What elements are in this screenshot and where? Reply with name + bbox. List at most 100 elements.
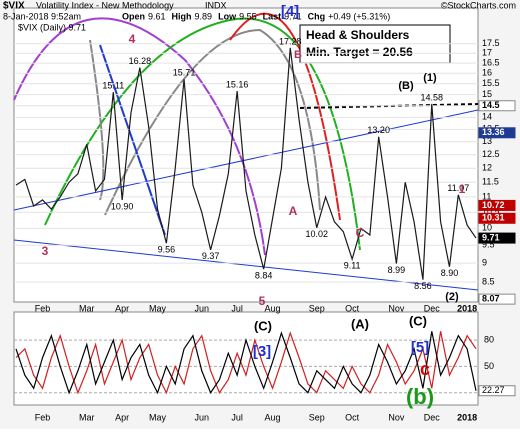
x-tick-label: Dec <box>424 412 441 422</box>
quote-label: Open <box>122 11 145 21</box>
wave-label: A <box>289 204 298 218</box>
y-tick-label: 10 <box>482 223 492 233</box>
y-tick-label: 80 <box>484 334 494 344</box>
quote-label: Chg <box>308 11 326 21</box>
quote-label: Last <box>263 11 282 21</box>
price-line <box>15 47 477 280</box>
wave-label: C <box>356 226 365 240</box>
level-badge <box>478 232 516 244</box>
level-badge <box>478 212 516 224</box>
wave-label: c <box>420 359 430 379</box>
level-label: 10.72 <box>482 200 505 210</box>
value-label: 14.58 <box>421 92 444 102</box>
x-tick-label: May <box>149 303 167 313</box>
x-tick-label: Apr <box>115 412 129 422</box>
wave-label: (C) <box>409 313 427 328</box>
wave-label: 1 <box>459 182 466 196</box>
value-label: 15.16 <box>226 79 249 89</box>
value-label: 8.99 <box>388 265 406 275</box>
value-label: 15.71 <box>173 68 196 78</box>
level-label: 8.07 <box>482 294 500 304</box>
x-tick-label: May <box>149 412 167 422</box>
level-label: 10.31 <box>482 213 505 223</box>
x-tick-label: Nov <box>388 303 405 313</box>
value-label: 10.02 <box>306 229 329 239</box>
quote-value: +0.49 (+5.31%) <box>328 11 390 21</box>
y-tick-label: 13 <box>482 136 492 146</box>
level-badge <box>478 199 516 211</box>
value-label: 13.20 <box>367 125 390 135</box>
y-tick-label: 14 <box>482 112 492 122</box>
value-label: 8.84 <box>255 270 273 280</box>
x-tick-label: 2018 <box>457 303 477 313</box>
quote-value: 9.71 <box>284 11 302 21</box>
value-label: 17.28 <box>279 36 302 46</box>
x-tick-label: Sep <box>309 303 325 313</box>
symbol: $VIX <box>3 1 25 12</box>
x-tick-label: Jun <box>195 303 210 313</box>
wave-label: 3 <box>42 244 49 258</box>
name: Volatility Index - New Methodology <box>36 0 174 10</box>
quote-label: Low <box>218 11 237 21</box>
y-tick-label: 10.5 <box>482 207 500 217</box>
y-tick-label: 9 <box>482 258 487 268</box>
x-tick-label: Feb <box>35 303 51 313</box>
y-tick-label: 15 <box>482 89 492 99</box>
date: 8-Jan-2018 9:52am <box>3 11 81 21</box>
y-tick-label: 8.5 <box>482 276 495 286</box>
x-tick-label: Oct <box>345 412 360 422</box>
value-label: 8.90 <box>441 268 459 278</box>
quote-label: High <box>172 11 192 21</box>
y-tick-label: 15.5 <box>482 78 500 88</box>
level-badge <box>478 293 516 305</box>
exchange: INDX <box>205 0 227 10</box>
last-label: 22.27 <box>482 385 505 395</box>
level-label: 9.71 <box>482 232 500 242</box>
wave-label: [4] <box>281 3 299 20</box>
y-tick-label: 17.5 <box>482 38 500 48</box>
y-tick-label: 50 <box>484 361 494 371</box>
x-tick-label: Mar <box>79 412 95 422</box>
x-tick-label: Aug <box>265 303 281 313</box>
value-label: 9.56 <box>158 245 176 255</box>
level-badge <box>478 127 516 139</box>
x-tick-label: Aug <box>265 412 281 422</box>
value-label: 11.07 <box>447 183 469 193</box>
value-label: 15.11 <box>102 81 124 91</box>
quote-value: 9.61 <box>148 11 166 21</box>
level-badge <box>478 100 516 112</box>
y-tick-label: 11 <box>482 191 491 201</box>
y-tick-label: 12 <box>482 163 492 173</box>
x-tick-label: Mar <box>79 303 95 313</box>
wave-label: [3] <box>253 343 271 360</box>
value-label: 9.11 <box>344 261 361 271</box>
quote-value: 9.55 <box>239 11 257 21</box>
wave-label: (1) <box>423 72 437 84</box>
value-label: 16.28 <box>129 56 152 66</box>
x-tick-label: Sep <box>309 412 325 422</box>
price-line <box>15 331 477 395</box>
value-label: 9.37 <box>202 251 220 261</box>
x-tick-label: Jun <box>195 412 210 422</box>
value-label: 8.56 <box>414 281 432 291</box>
price-line <box>15 331 477 395</box>
last-badge <box>478 385 516 397</box>
note-text: Head & Shoulders <box>306 28 410 42</box>
wave-label: (2) <box>445 291 459 303</box>
y-tick-label: 17 <box>482 48 492 58</box>
legend: $VIX (Daily) 9.71 <box>18 22 86 32</box>
x-tick-label: Dec <box>424 303 441 313</box>
wave-label: (A) <box>351 316 369 331</box>
x-tick-label: Apr <box>115 303 129 313</box>
wave-label: 4 <box>129 32 136 46</box>
value-label: 10.90 <box>111 201 134 211</box>
x-tick-label: Jul <box>231 303 243 313</box>
level-label: 14.5 <box>482 100 500 110</box>
wave-label: (B) <box>398 80 414 92</box>
y-tick-label: 16 <box>482 68 492 78</box>
y-tick-label: 16.5 <box>482 57 500 67</box>
y-tick-label: 12.5 <box>482 149 500 159</box>
x-tick-label: Jul <box>231 412 243 422</box>
quote-value: 9.89 <box>195 11 213 21</box>
